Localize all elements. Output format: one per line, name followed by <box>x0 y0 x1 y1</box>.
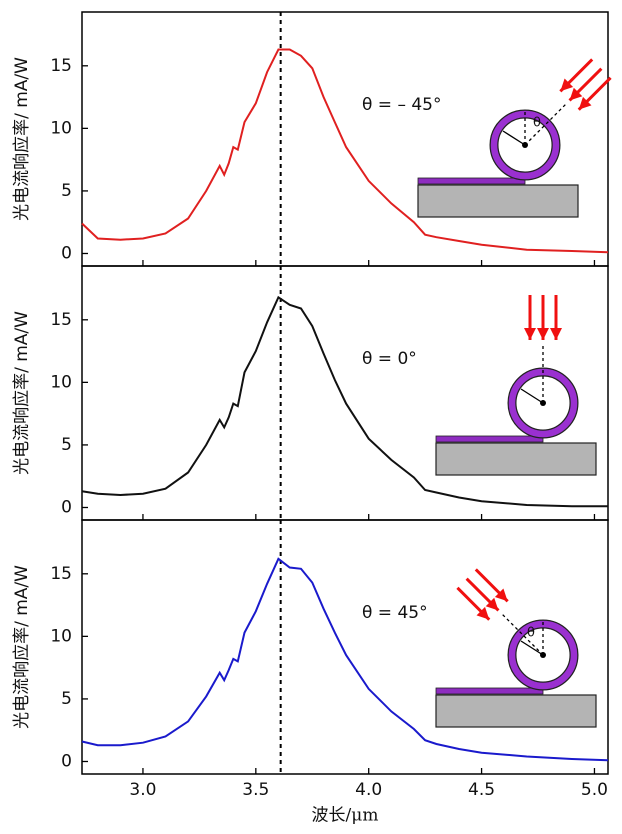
annotation: θ = 45° <box>362 603 428 623</box>
y-tick-label: 5 <box>61 689 72 709</box>
y-tick-label: 10 <box>50 372 72 392</box>
film <box>435 687 544 695</box>
annotation: θ = – 45° <box>362 95 442 115</box>
substrate <box>435 442 597 476</box>
y-tick-label: 0 <box>61 243 72 263</box>
annotation: θ = 0° <box>362 349 417 369</box>
arrow-head <box>569 87 583 101</box>
inset-label: θ <box>533 116 541 131</box>
plot-frame <box>81 519 609 775</box>
x-tick-label: 4.5 <box>468 780 495 800</box>
arrow-head <box>524 328 536 340</box>
radius <box>520 640 544 656</box>
arrow-head <box>537 328 549 340</box>
y-tick-label: 10 <box>50 118 72 138</box>
x-tick-label: 3.5 <box>242 780 269 800</box>
y-axis-label: 光电流响应率/ mA/W <box>12 57 32 221</box>
x-tick-label: 5.0 <box>581 780 608 800</box>
y-tick-label: 15 <box>50 310 72 330</box>
x-axis-label: 波长/μm <box>312 806 379 826</box>
y-axis-label: 光电流响应率/ mA/W <box>12 311 32 475</box>
x-tick-label: 4.0 <box>355 780 382 800</box>
y-tick-label: 15 <box>50 564 72 584</box>
substrate <box>435 694 597 728</box>
arrow-head <box>550 328 562 340</box>
y-tick-label: 10 <box>50 626 72 646</box>
incidence <box>500 612 544 656</box>
plot-frame <box>81 11 609 267</box>
x-tick-label: 3.0 <box>129 780 156 800</box>
film <box>417 177 526 185</box>
y-axis-label: 光电流响应率/ mA/W <box>12 565 32 729</box>
y-tick-label: 5 <box>61 181 72 201</box>
substrate <box>417 184 579 218</box>
data-line <box>81 557 609 762</box>
arrow-head <box>560 78 574 92</box>
incidence <box>524 102 568 146</box>
radius <box>520 388 544 404</box>
data-line <box>81 295 608 508</box>
inset-label: θ <box>527 626 535 641</box>
data-line <box>81 48 609 254</box>
y-tick-label: 0 <box>61 751 72 771</box>
arrow-head <box>485 597 499 611</box>
radius <box>502 130 526 146</box>
arrow-head <box>494 588 508 602</box>
film <box>435 435 544 443</box>
y-tick-label: 15 <box>50 56 72 76</box>
y-tick-label: 5 <box>61 435 72 455</box>
y-tick-label: 0 <box>61 497 72 517</box>
arrow-head <box>476 606 490 620</box>
arrow-head <box>578 96 592 110</box>
